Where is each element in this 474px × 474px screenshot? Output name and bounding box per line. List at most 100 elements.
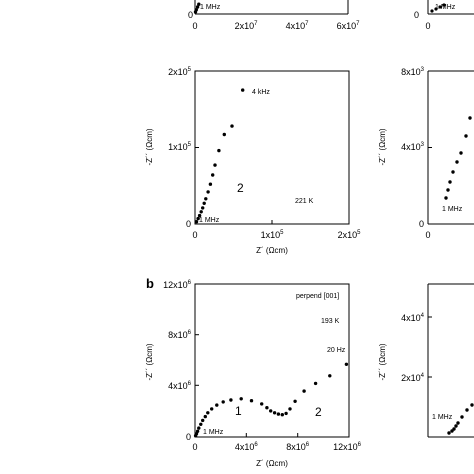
bottom-left-point-16 bbox=[269, 409, 273, 413]
top-left-x-tick-2: 4x107 bbox=[286, 21, 310, 31]
panel-top-right: 0 1 MHz 0 bbox=[414, 0, 474, 31]
top-left-point-2 bbox=[195, 5, 200, 9]
bottom-right-point bbox=[454, 424, 458, 428]
middle-left-y-tick-2: 2x105 bbox=[168, 67, 192, 77]
top-right-point bbox=[438, 5, 442, 9]
bottom-left-annotation-1mhz: 1 MHz bbox=[203, 429, 224, 436]
bottom-left-point-4 bbox=[199, 422, 203, 426]
top-left-point-3 bbox=[197, 2, 201, 6]
middle-right-point bbox=[455, 160, 459, 164]
middle-left-temperature: 221 K bbox=[295, 198, 314, 205]
bottom-left-point-19 bbox=[280, 413, 284, 417]
top-left-y-tick-0: 0 bbox=[188, 10, 193, 20]
middle-left-point-8 bbox=[208, 182, 213, 186]
middle-left-y-tick-1: 1x105 bbox=[168, 142, 192, 152]
top-right-point bbox=[442, 3, 446, 7]
middle-left-point-9 bbox=[211, 173, 215, 177]
bottom-left-point-21 bbox=[288, 407, 292, 411]
bottom-left-x-tick-1: 4x106 bbox=[235, 442, 259, 452]
bottom-left-y-tick-1: 4x106 bbox=[168, 381, 192, 391]
bottom-left-arc-label-2: 2 bbox=[315, 405, 322, 419]
bottom-left-point-15 bbox=[265, 406, 269, 410]
middle-left-point-11 bbox=[217, 148, 221, 153]
bottom-right-point bbox=[460, 415, 464, 419]
bottom-left-y-label: -Z´´ (Ωcm) bbox=[145, 343, 154, 380]
middle-right-y-tick-1: 4x103 bbox=[401, 142, 425, 152]
panel-label-b: b bbox=[146, 276, 154, 291]
bottom-left-point-6 bbox=[203, 414, 207, 419]
middle-right-annotation-1mhz: 1 MHz bbox=[442, 206, 463, 213]
middle-right-point bbox=[446, 188, 450, 192]
bottom-left-point-26 bbox=[344, 362, 349, 366]
middle-left-point-0 bbox=[194, 220, 199, 224]
bottom-left-point-14 bbox=[260, 402, 264, 406]
bottom-left-point-12 bbox=[239, 397, 243, 401]
middle-left-point-6 bbox=[204, 197, 208, 201]
middle-right-point bbox=[468, 116, 472, 120]
top-right-point bbox=[434, 7, 438, 11]
middle-right-y-label: -Z´´ (Ωcm) bbox=[378, 128, 387, 165]
bottom-right-point bbox=[465, 408, 469, 412]
middle-left-y-tick-0: 0 bbox=[186, 219, 191, 229]
bottom-left-point-9 bbox=[215, 403, 219, 407]
bottom-left-point-22 bbox=[293, 399, 297, 403]
middle-right-point bbox=[459, 151, 463, 155]
bottom-left-point-2 bbox=[195, 429, 200, 433]
middle-left-point-1 bbox=[196, 216, 200, 221]
bottom-left-point-5 bbox=[201, 418, 205, 423]
panel-bottom-right: 2x104 4x104 -Z´´ (Ωcm) 1 MHz bbox=[378, 283, 474, 438]
middle-left-point-4 bbox=[201, 206, 205, 210]
top-left-x-tick-1: 2x107 bbox=[235, 21, 259, 31]
middle-left-x-tick-2: 2x105 bbox=[338, 230, 362, 240]
bottom-left-point-17 bbox=[272, 411, 277, 415]
middle-right-y-tick-2: 8x103 bbox=[401, 67, 425, 77]
middle-right-point bbox=[451, 170, 455, 174]
top-right-y-tick-0: 0 bbox=[414, 10, 419, 20]
top-right-point bbox=[430, 9, 434, 13]
bottom-right-y-tick-2: 4x104 bbox=[401, 313, 425, 323]
middle-left-frame bbox=[194, 70, 350, 225]
bottom-left-annotation-20hz: 20 Hz bbox=[327, 347, 346, 354]
top-left-annotation-1mhz: 1 MHz bbox=[200, 4, 221, 11]
middle-left-point-13 bbox=[230, 124, 234, 128]
bottom-left-x-tick-3: 12x106 bbox=[333, 442, 362, 452]
bottom-left-y-tick-2: 8x106 bbox=[168, 330, 192, 340]
bottom-left-y-tick-3: 12x106 bbox=[163, 280, 192, 290]
panel-middle-right: 0 4x103 8x103 0 -Z´´ (Ωcm) 1 MHz bbox=[378, 67, 474, 240]
top-left-x-tick-3: 6x107 bbox=[337, 21, 361, 31]
middle-left-point-5 bbox=[202, 201, 206, 205]
middle-left-annotation-4khz: 4 kHz bbox=[252, 89, 270, 96]
bottom-left-point-3 bbox=[197, 426, 201, 430]
bottom-left-point-11 bbox=[229, 398, 233, 402]
bottom-left-x-label: Z´ (Ωcm) bbox=[256, 459, 288, 468]
bottom-left-point-20 bbox=[284, 411, 288, 416]
bottom-left-point-13 bbox=[249, 399, 254, 403]
middle-left-data-points bbox=[194, 88, 245, 224]
middle-left-point-3 bbox=[199, 210, 203, 214]
middle-right-point bbox=[444, 196, 448, 200]
bottom-left-x-tick-0: 0 bbox=[192, 442, 197, 452]
top-right-annotation-1mhz: 1 MHz bbox=[435, 4, 456, 11]
middle-right-x-tick-0: 0 bbox=[425, 230, 430, 240]
bottom-right-y-tick-1: 2x104 bbox=[401, 373, 425, 383]
middle-left-point-10 bbox=[213, 163, 217, 167]
bottom-left-temperature: 193 K bbox=[321, 318, 340, 325]
panel-bottom-left: b 0 4x106 8x106 12x106 0 4x106 8x106 12x… bbox=[145, 276, 362, 468]
bottom-left-arc-label-1: 1 bbox=[235, 404, 242, 418]
bottom-right-point bbox=[452, 427, 456, 431]
middle-right-point bbox=[464, 134, 468, 138]
bottom-left-x-tick-2: 8x106 bbox=[286, 442, 310, 452]
bottom-left-y-tick-0: 0 bbox=[186, 432, 191, 442]
bottom-left-point-24 bbox=[313, 381, 318, 386]
bottom-left-point-23 bbox=[302, 389, 306, 393]
middle-left-x-label: Z´ (Ωcm) bbox=[256, 246, 288, 255]
top-left-x-tick-0: 0 bbox=[192, 21, 197, 31]
middle-right-y-tick-0: 0 bbox=[419, 219, 424, 229]
bottom-right-y-label: -Z´´ (Ωcm) bbox=[378, 343, 387, 380]
middle-left-x-tick-1: 1x105 bbox=[261, 230, 285, 240]
bottom-left-point-18 bbox=[276, 412, 281, 416]
bottom-right-point bbox=[470, 403, 474, 407]
middle-right-point bbox=[448, 180, 452, 184]
bottom-left-data-points bbox=[193, 362, 349, 438]
